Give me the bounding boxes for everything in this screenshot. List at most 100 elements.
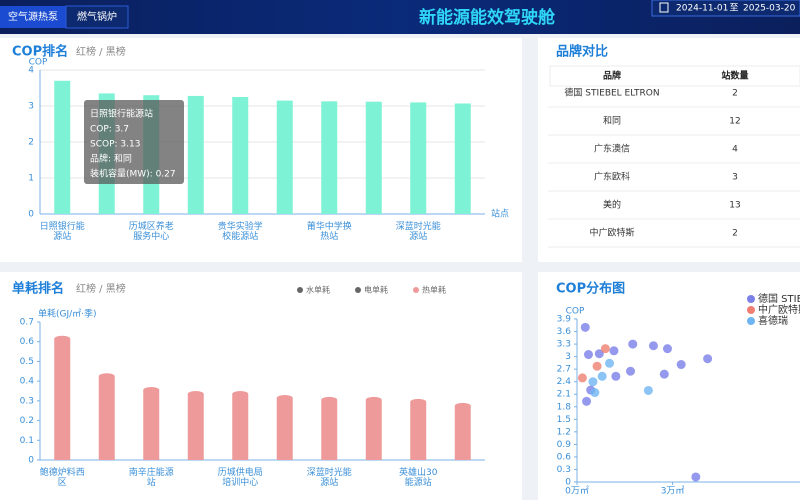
panel: [538, 272, 800, 500]
legend-label[interactable]: 电单耗: [364, 285, 388, 295]
point: [662, 344, 672, 354]
y-tick-label: 0: [28, 210, 34, 220]
y-tick-label: 1.2: [557, 427, 571, 437]
tooltip-line: 品牌: 和同: [90, 153, 132, 165]
x-tick-label: 0万㎡: [565, 486, 589, 497]
table-header-cell: 品牌: [603, 70, 621, 82]
y-tick-label: 0: [28, 456, 34, 466]
bar: [321, 101, 338, 214]
y-tick-label: 4: [28, 66, 34, 76]
point: [611, 371, 621, 381]
tab[interactable]: [65, 5, 129, 29]
x-tick-label: 深蓝时光能源站: [396, 220, 441, 242]
y-tick-label: 3.6: [557, 327, 572, 337]
tooltip-line: COP: 3.7: [90, 125, 129, 135]
table-cell: 德国 STIEBEL ELTRON: [564, 87, 659, 99]
y-tick-label: 0.7: [20, 318, 34, 328]
bar: [454, 402, 471, 460]
bar: [276, 394, 293, 460]
point: [643, 385, 653, 395]
tooltip: [84, 100, 184, 184]
y-tick-label: 0.4: [20, 377, 35, 387]
panel-title: 品牌对比: [556, 44, 608, 60]
tooltip-line: SCOP: 3.13: [90, 140, 140, 150]
y-tick-label: 2.7: [557, 365, 571, 375]
date-box[interactable]: [651, 0, 800, 17]
table-cell: 广东澳信: [594, 143, 630, 155]
point: [648, 341, 658, 351]
y-tick-label: 1.5: [557, 415, 571, 425]
x-tick-label: 深蓝时光能源站: [307, 466, 352, 488]
x-tick-label: 英雄山30 能源站: [399, 466, 438, 488]
legend-label[interactable]: 中广欧特斯: [758, 303, 800, 316]
table-cell: 2: [732, 229, 738, 239]
point: [628, 339, 638, 349]
x-tick-label: 历城区养老服务中心: [129, 220, 174, 242]
legend-marker: [747, 295, 755, 303]
point: [590, 388, 600, 398]
y-tick-label: 0: [565, 478, 571, 488]
point: [594, 349, 604, 359]
date-sep: 至: [729, 3, 738, 14]
y-tick-label: 3.9: [557, 315, 572, 325]
legend-label[interactable]: 热单耗: [422, 285, 446, 295]
x-tick-label: 莆华中学换热站: [307, 220, 352, 242]
panel-subtitle[interactable]: 红榜 / 黑榜: [76, 45, 126, 58]
table-cell: 广东欧科: [594, 171, 630, 183]
legend-marker: [747, 306, 755, 314]
legend-marker: [355, 287, 361, 293]
bar: [454, 103, 471, 214]
bar: [410, 398, 427, 460]
legend-marker: [413, 287, 419, 293]
point: [592, 361, 602, 371]
calendar-icon: [659, 2, 669, 13]
point: [691, 472, 701, 482]
table-header: [549, 65, 800, 87]
point: [583, 350, 593, 360]
legend-label[interactable]: 德国 STIEBEL ELTRON: [758, 292, 800, 305]
bar: [365, 101, 382, 214]
cop-chart: COP排名 红榜 / 黑榜COP01234站点日照银行能源站历城区养老服务中心贵华…: [12, 44, 509, 242]
tab-label[interactable]: 燃气锅炉: [77, 10, 117, 23]
y-tick-label: 3: [565, 352, 571, 362]
panel-subtitle[interactable]: 红榜 / 黑榜: [76, 282, 126, 295]
panel-title: COP排名: [12, 44, 68, 60]
bar: [276, 100, 293, 214]
point: [659, 369, 669, 379]
y-tick-label: 2: [28, 138, 34, 148]
y-axis-name: COP: [566, 307, 585, 317]
point: [588, 377, 598, 387]
tooltip-line: 装机容量(MW): 0.27: [90, 168, 176, 180]
table-cell: 12: [729, 117, 740, 127]
point: [609, 346, 619, 356]
y-tick-label: 1: [28, 174, 34, 184]
table-cell: 13: [729, 201, 740, 211]
legend-label[interactable]: 水单耗: [306, 285, 330, 295]
y-tick-label: 2.1: [557, 390, 571, 400]
tab-label[interactable]: 空气源热泵: [8, 10, 58, 23]
table-header-cell: 站数量: [721, 70, 748, 82]
scatter-chart: COP分布图 COP 0 0.3 0.6 0.9 1.2 1.5 1.8 2.1 2.4 2.7 3 3.…: [556, 281, 800, 497]
x-tick-label: 历城供电局培训中心: [218, 466, 263, 488]
bar: [321, 396, 338, 460]
legend-label[interactable]: 喜德瑞: [758, 314, 788, 327]
table-cell: 美的: [603, 199, 621, 211]
page-title: 新能源能效驾驶舱: [419, 7, 556, 28]
point: [600, 344, 610, 354]
date-start: 2024-11-01: [676, 4, 728, 14]
y-tick-label: 0.3: [557, 465, 571, 475]
y-tick-label: 0.9: [557, 440, 572, 450]
point: [577, 373, 587, 383]
x-tick-label: 日照银行能源站: [40, 220, 85, 242]
point: [626, 366, 636, 376]
y-axis-name: 单耗(GJ/㎡·季): [38, 308, 97, 320]
y-tick-label: 3.3: [557, 340, 571, 350]
tab-active[interactable]: [0, 6, 66, 28]
y-tick-label: 0.2: [20, 416, 34, 426]
panel-title: COP分布图: [556, 281, 625, 297]
y-tick-label: 0.6: [557, 452, 572, 462]
point: [597, 371, 607, 381]
bar: [54, 335, 71, 460]
y-tick-label: 1.8: [557, 402, 572, 412]
